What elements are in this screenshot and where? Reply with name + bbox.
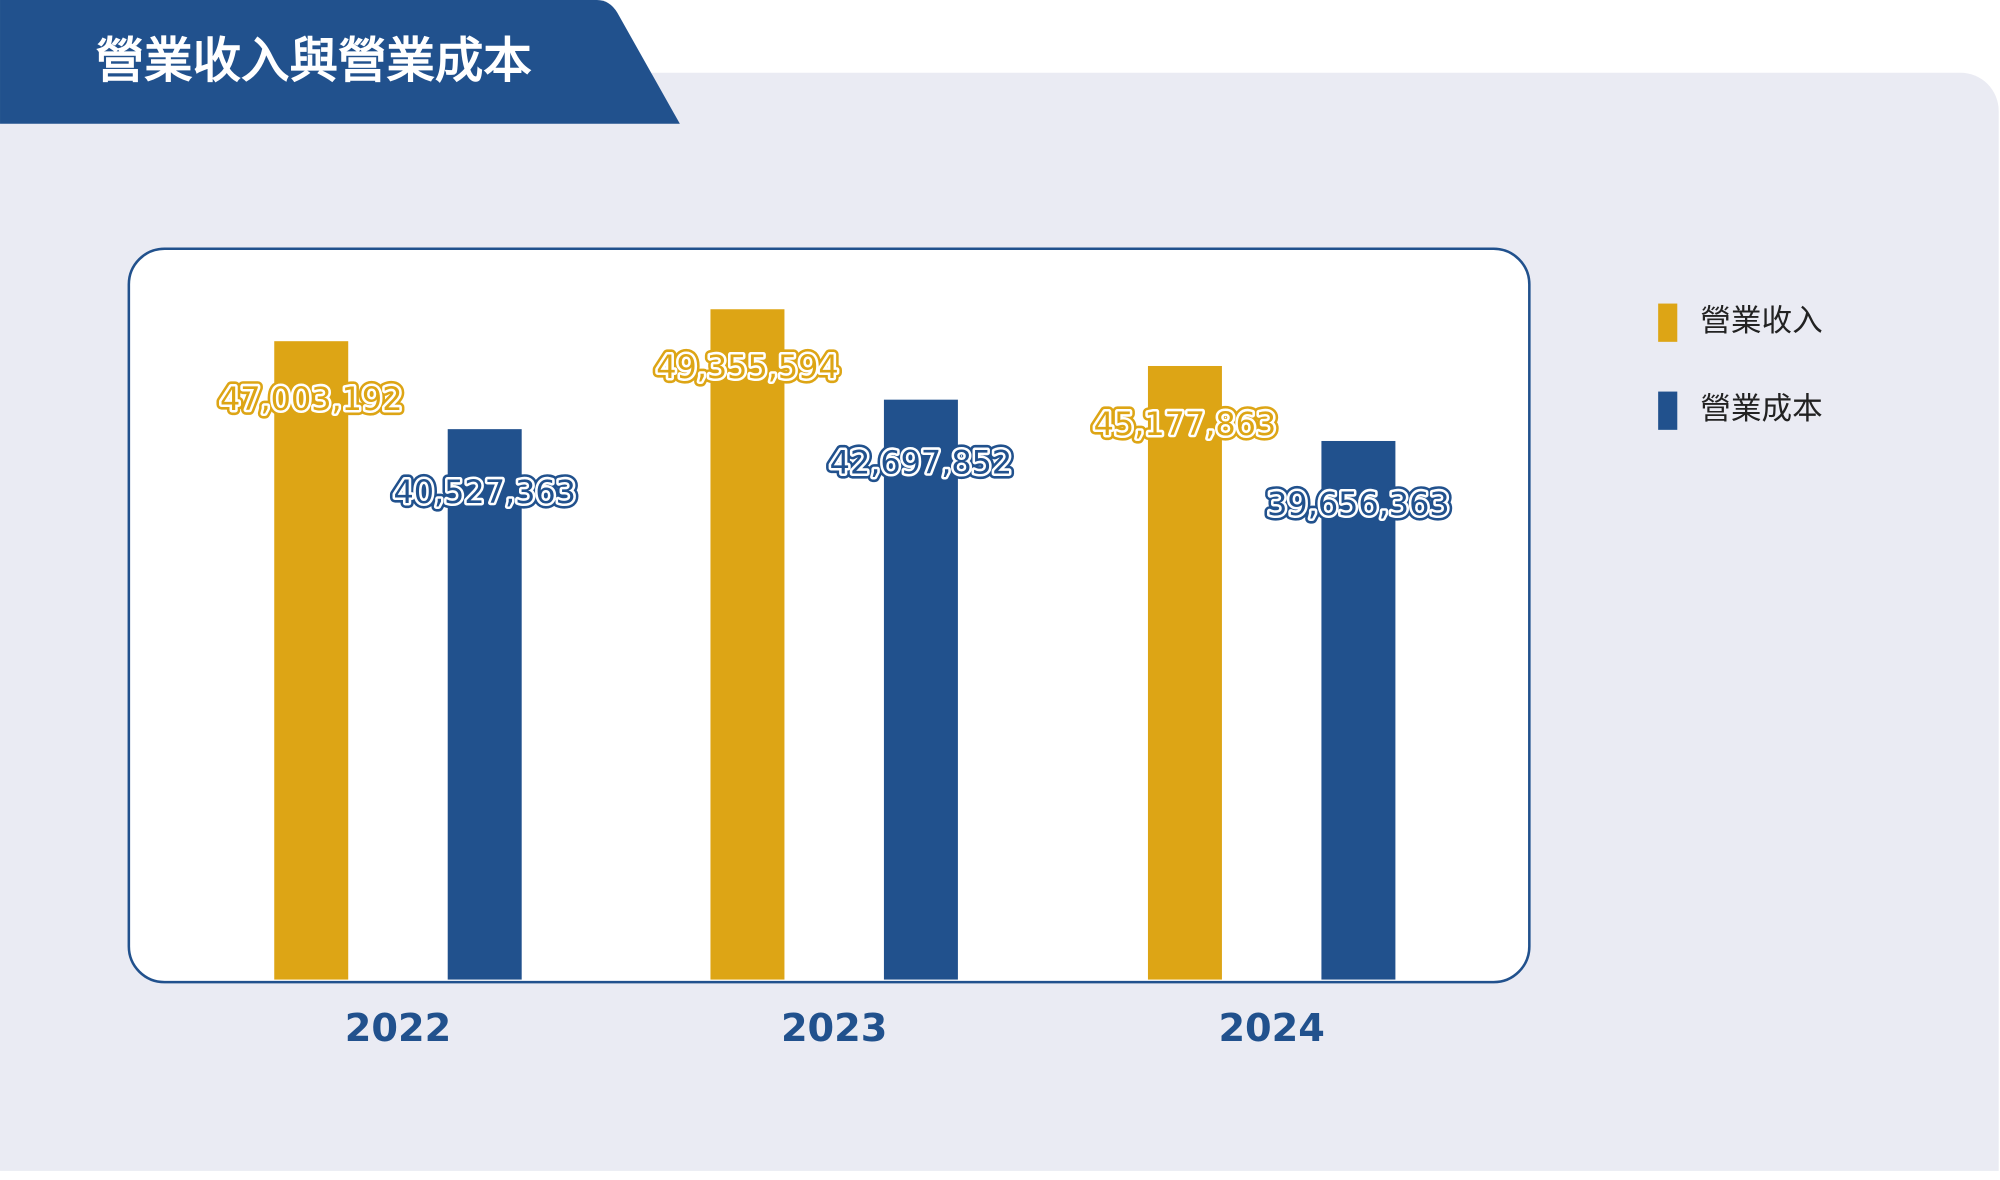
value-label-outline: 45,177,863 xyxy=(1094,405,1277,443)
legend-swatch xyxy=(1658,303,1678,342)
x-tick-label: 2024 xyxy=(1218,1006,1324,1051)
bar xyxy=(1321,440,1396,980)
value-label-outline: 40,527,363 xyxy=(393,473,576,511)
bar xyxy=(883,399,958,980)
chart-title: 營業收入與營業成本 xyxy=(96,33,533,89)
value-label-outline: 49,355,594 xyxy=(656,348,839,386)
value-label-outline: 42,697,852 xyxy=(830,444,1013,482)
value-label: 39,656,363 xyxy=(1267,485,1450,523)
bar xyxy=(710,309,785,980)
bar xyxy=(274,341,349,980)
legend-label: 營業成本 xyxy=(1700,392,1822,427)
x-tick-label: 2023 xyxy=(781,1006,887,1051)
bar xyxy=(447,429,522,980)
title-tab xyxy=(0,0,680,124)
value-label: 47,003,192 xyxy=(220,380,403,418)
value-label: 49,355,594 xyxy=(656,348,839,386)
value-label: 40,527,363 xyxy=(393,473,576,511)
value-label: 45,177,863 xyxy=(1094,405,1277,443)
legend-label: 營業收入 xyxy=(1700,304,1822,339)
value-label: 42,697,852 xyxy=(830,444,1013,482)
value-label-outline: 39,656,363 xyxy=(1267,485,1450,523)
bar xyxy=(1147,365,1222,980)
x-tick-label: 2022 xyxy=(345,1006,451,1051)
legend-swatch xyxy=(1658,391,1678,430)
value-label-outline: 47,003,192 xyxy=(220,380,403,418)
